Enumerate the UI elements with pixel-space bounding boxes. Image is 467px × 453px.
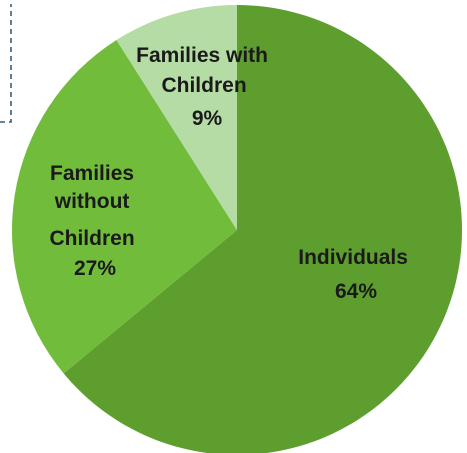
svg-text:Families without C: Families without Children 27% [49, 162, 140, 280]
label-families-with-percent: 9% [192, 107, 223, 130]
label-families-with-line2: Children [161, 74, 246, 97]
label-individuals-name: Individuals [298, 246, 408, 269]
label-families-without-line2: without [54, 190, 130, 213]
svg-text:Individuals 64%: Individuals 64% [298, 246, 414, 303]
label-individuals-percent: 64% [335, 280, 377, 303]
pie-slice-families-with-children [116, 5, 237, 230]
slice-label-families-with-children: Families with Children 9% [136, 44, 274, 130]
label-families-with-line1: Families with [136, 44, 268, 67]
pie-slice-families-without-children [11, 40, 238, 374]
label-families-without-line1: Families [50, 162, 134, 185]
pie-slices [11, 5, 462, 453]
pie-slice-individuals [63, 5, 462, 453]
dashed-frame [0, 4, 12, 123]
slice-label-individuals: Individuals 64% [298, 246, 414, 303]
svg-text:Families with Children: Families with Children 9% [136, 44, 274, 130]
slice-label-families-without-children: Families without Children 27% [49, 162, 140, 280]
label-families-without-line3: Children [49, 227, 134, 250]
label-families-without-percent: 27% [74, 257, 116, 280]
